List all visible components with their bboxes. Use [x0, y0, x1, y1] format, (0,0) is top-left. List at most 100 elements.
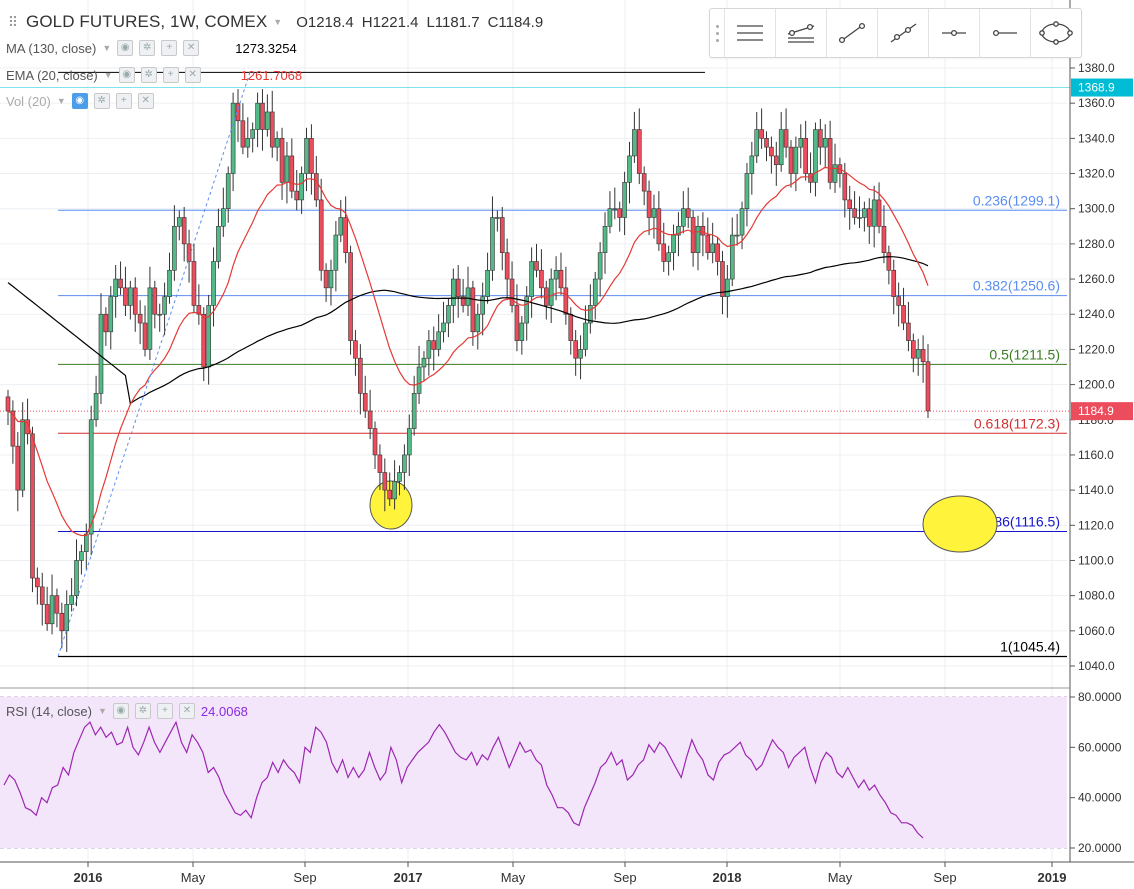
candle [339, 200, 343, 242]
close-icon[interactable]: ✕ [183, 40, 199, 56]
ray-icon[interactable] [878, 9, 929, 57]
candle [857, 196, 861, 228]
candle-body [363, 393, 367, 411]
candle [216, 209, 220, 269]
close-icon[interactable]: ✕ [138, 93, 154, 109]
trend-line-icon[interactable] [827, 9, 878, 57]
eye-icon[interactable]: ◉ [113, 703, 129, 719]
candle-body [216, 226, 220, 261]
candle-body [598, 253, 602, 279]
candle-body [725, 279, 729, 297]
settings-icon[interactable]: ✲ [139, 40, 155, 56]
close-icon[interactable]: ✕ [185, 67, 201, 83]
price-label-last-text: 1184.9 [1078, 404, 1114, 418]
candle [583, 305, 587, 356]
fib-label: 0.5(1211.5) [989, 346, 1060, 362]
settings-icon[interactable]: ✲ [141, 67, 157, 83]
lines-icon[interactable] [725, 9, 776, 57]
add-icon[interactable]: + [161, 40, 177, 56]
candle [285, 142, 289, 204]
candle-body [260, 103, 264, 129]
y-tick-label: 1100.0 [1078, 553, 1114, 567]
candle-body [593, 279, 597, 305]
candle-body [226, 174, 230, 209]
candle [872, 186, 876, 248]
candle-body [711, 244, 715, 253]
settings-icon[interactable]: ✲ [135, 703, 151, 719]
candle-body [564, 288, 568, 314]
caret-down-icon[interactable]: ▼ [104, 70, 113, 80]
vol-indicator-label[interactable]: Vol (20) [6, 94, 51, 109]
candle-body [192, 261, 196, 305]
add-icon[interactable]: + [116, 93, 132, 109]
candle-body [510, 279, 514, 305]
candle-body [559, 270, 563, 288]
multi-line-icon[interactable] [776, 9, 827, 57]
toolbar-grip-icon[interactable] [710, 9, 725, 57]
ema-indicator-label[interactable]: EMA (20, close) [6, 68, 98, 83]
candle [104, 307, 108, 346]
candle-body [383, 473, 387, 491]
x-tick-label: 2017 [394, 870, 423, 885]
candle-body [55, 596, 59, 614]
candle-body [104, 314, 108, 332]
candle-body [515, 305, 519, 340]
candle [358, 344, 362, 414]
grip-icon[interactable]: ⠿ [6, 15, 20, 29]
candle-body [681, 209, 685, 227]
add-icon[interactable]: + [157, 703, 173, 719]
candle-body [490, 218, 494, 271]
horizontal-line-icon[interactable] [980, 9, 1031, 57]
candle-body [412, 393, 416, 428]
x-tick-label: Sep [293, 870, 316, 885]
candle-body [172, 226, 176, 270]
ellipse-icon[interactable] [1031, 9, 1081, 57]
candle [500, 207, 504, 270]
rsi-indicator-label[interactable]: RSI (14, close) [6, 704, 92, 719]
candle [686, 188, 690, 228]
candle-body [642, 174, 646, 192]
candle [55, 589, 59, 628]
candle-body [583, 323, 587, 349]
symbol-title[interactable]: GOLD FUTURES, 1W, COMEX [26, 12, 267, 32]
candle [451, 269, 455, 324]
candle-body [280, 138, 284, 182]
candle [486, 253, 490, 304]
candle [926, 344, 930, 418]
candle [603, 212, 607, 274]
candle [402, 444, 406, 490]
close-icon[interactable]: ✕ [179, 703, 195, 719]
caret-down-icon[interactable]: ▼ [57, 96, 66, 106]
eye-icon[interactable]: ◉ [119, 67, 135, 83]
candle [35, 568, 39, 605]
caret-down-icon[interactable]: ▼ [102, 43, 111, 53]
ma-indicator-label[interactable]: MA (130, close) [6, 41, 96, 56]
candle [182, 207, 186, 262]
rsi-tick-label: 40.0000 [1078, 791, 1122, 805]
candle [897, 283, 901, 327]
candle-body [902, 305, 906, 323]
candle [40, 573, 44, 626]
x-tick-label: 2016 [74, 870, 103, 885]
candle-body [417, 367, 421, 393]
caret-down-icon[interactable]: ▼ [273, 17, 282, 27]
candle [442, 302, 446, 342]
candle [260, 89, 264, 151]
add-icon[interactable]: + [163, 67, 179, 83]
candle-body [799, 138, 803, 147]
candle [887, 246, 891, 285]
candle [265, 94, 269, 136]
settings-icon[interactable]: ✲ [94, 93, 110, 109]
candle-body [324, 270, 328, 288]
y-tick-label: 1140.0 [1078, 483, 1114, 497]
horizontal-point-icon[interactable] [929, 9, 980, 57]
eye-icon[interactable]: ◉ [72, 93, 88, 109]
x-tick-label: May [828, 870, 853, 885]
candle [657, 191, 661, 251]
candle-body [706, 235, 710, 253]
candle [823, 124, 827, 168]
y-tick-label: 1040.0 [1078, 659, 1115, 673]
caret-down-icon[interactable]: ▼ [98, 706, 107, 716]
eye-icon[interactable]: ◉ [117, 40, 133, 56]
